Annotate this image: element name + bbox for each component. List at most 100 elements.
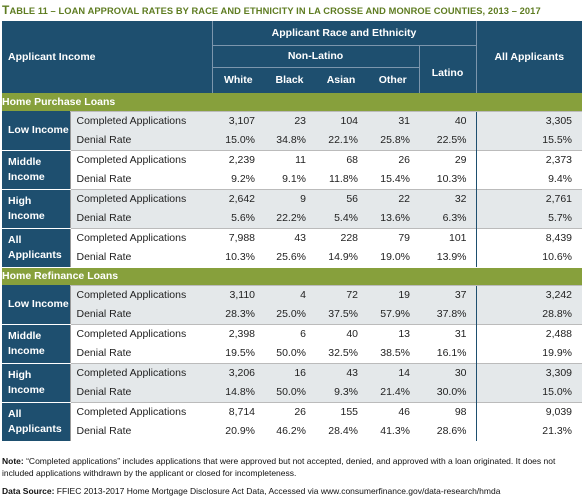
- table-cell: 20.9%: [225, 425, 256, 438]
- table-cell: 30: [419, 362, 477, 383]
- table-cell: 2,761: [475, 188, 583, 209]
- income-group-label: All Applicants: [2, 402, 70, 442]
- table-cell: 11: [264, 149, 316, 170]
- table-cell: 22.1%: [315, 130, 368, 150]
- table-cell: 28.4%: [328, 425, 359, 438]
- table-cell: 3,110: [212, 284, 265, 305]
- table-cell: 41.3%: [380, 425, 411, 438]
- table-cell: 50.0%: [276, 347, 307, 359]
- table-row: Denial Rate 28.3% 25.0% 37.5% 57.9% 37.8% 28.8…: [2, 304, 583, 324]
- table-cell: 68: [315, 149, 368, 170]
- table-cell: 101: [419, 227, 477, 248]
- table-cell: 57.9%: [367, 304, 420, 324]
- race-ethnicity-header: Applicant Race and Ethnicity: [211, 21, 477, 46]
- table-cell: 28.6%: [436, 425, 467, 438]
- table-cell: 3,242: [475, 284, 583, 305]
- table-cell: 3,206: [212, 362, 265, 383]
- table-cell: 10.3%: [225, 251, 256, 264]
- title-prefix: T: [2, 3, 10, 17]
- column-header-white: White: [211, 67, 265, 93]
- row-label: Denial Rate: [69, 130, 213, 150]
- table-cell: 155: [315, 401, 368, 422]
- table-cell: 37.8%: [419, 304, 477, 324]
- table-row: Denial Rate 19.5% 50.0% 32.5% 38.5% 16.1% 19.9…: [2, 343, 583, 363]
- section-row: Home Refinance Loans: [2, 267, 583, 285]
- table-cell: 9.2%: [231, 173, 256, 185]
- table-cell: 2,488: [475, 323, 583, 344]
- table-row: Denial Rate 9.2% 9.1% 11.8% 15.4% 10.3% 9.4%: [2, 169, 583, 189]
- column-header-black: Black: [264, 67, 316, 93]
- table-cell: 25.6%: [276, 251, 307, 264]
- table-cell: 104: [315, 110, 368, 131]
- all-applicants-header: All Applicants: [475, 21, 583, 93]
- table-cell: 23: [264, 110, 316, 131]
- table-cell: 13: [367, 323, 420, 344]
- table-cell: 19.9%: [475, 343, 583, 363]
- table-cell: 5.7%: [475, 208, 583, 228]
- row-label: Completed Applications: [69, 149, 213, 170]
- table-cell: 14.9%: [328, 251, 359, 264]
- table-cell: 21.3%: [475, 421, 583, 441]
- row-label: Denial Rate: [69, 421, 213, 441]
- table-cell: 14.8%: [212, 382, 265, 402]
- table-cell: 22: [367, 188, 420, 209]
- row-label: Completed Applications: [69, 323, 213, 344]
- income-group-label: Low Income: [2, 285, 70, 325]
- table-cell: 5.6%: [212, 208, 265, 228]
- table-cell: 6: [264, 323, 316, 344]
- income-group-label: Low Income: [2, 111, 70, 151]
- source-label: Data Source:: [2, 486, 55, 496]
- table-cell: 29: [419, 149, 477, 170]
- table-cell: 56: [315, 188, 368, 209]
- table-cell: 19.5%: [225, 347, 256, 359]
- note-text: “Completed applications” includes applic…: [2, 456, 556, 478]
- row-label: Completed Applications: [69, 188, 213, 209]
- table-row: Middle Income Completed Applications 2,239…: [2, 149, 583, 190]
- row-label: Completed Applications: [69, 227, 213, 248]
- table-cell: 9.1%: [282, 173, 307, 185]
- table-cell: 43: [264, 227, 316, 248]
- table-cell: 228: [315, 227, 368, 248]
- table-cell: 15.4%: [380, 173, 411, 185]
- row-label: Completed Applications: [69, 362, 213, 383]
- table-cell: 8,714: [212, 401, 265, 422]
- table-cell: 25.0%: [264, 304, 316, 324]
- source-text: FFIEC 2013-2017 Home Mortgage Disclosure…: [54, 486, 501, 496]
- data-source: Data Source: FFIEC 2013-2017 Home Mortga…: [2, 486, 582, 498]
- row-label: Denial Rate: [69, 247, 213, 267]
- row-label: Completed Applications: [69, 284, 213, 305]
- table-cell: 14: [367, 362, 420, 383]
- table-cell: 10.6%: [475, 247, 583, 267]
- table-cell: 50.0%: [264, 382, 316, 402]
- table-row: Denial Rate 14.8% 50.0% 9.3% 21.4% 30.0% 15.0%: [2, 382, 583, 402]
- table-cell: 9,039: [475, 401, 583, 422]
- table-cell: 43: [315, 362, 368, 383]
- table-cell: 25.8%: [367, 130, 420, 150]
- table-cell: 30.0%: [419, 382, 477, 402]
- income-group-label: Middle Income: [2, 150, 70, 190]
- table-cell: 3,309: [475, 362, 583, 383]
- table-cell: 21.4%: [367, 382, 420, 402]
- table-row: High Income Completed Applications 2,642 9 5…: [2, 188, 583, 229]
- table-cell: 38.5%: [380, 347, 411, 359]
- table-cell: 28.3%: [212, 304, 265, 324]
- table-cell: 22.5%: [419, 130, 477, 150]
- table-cell: 4: [264, 284, 316, 305]
- row-label: Denial Rate: [69, 382, 213, 402]
- table-row: All Applicants Completed Applications 7,98…: [2, 227, 583, 268]
- table-body: Home Purchase Loans Low Income Completed A…: [2, 93, 583, 442]
- table-cell: 3,305: [475, 110, 583, 131]
- table-cell: 37: [419, 284, 477, 305]
- table-cell: 16.1%: [436, 347, 467, 359]
- table-cell: 26: [367, 149, 420, 170]
- table-row: High Income Completed Applications 3,206 16…: [2, 362, 583, 403]
- section-row: Home Purchase Loans: [2, 93, 583, 111]
- note-label: Note:: [2, 456, 24, 466]
- table-cell: 32.5%: [328, 347, 359, 359]
- table-cell: 10.3%: [436, 173, 467, 185]
- table-cell: 46: [367, 401, 420, 422]
- table-cell: 9.3%: [315, 382, 368, 402]
- loan-approval-table: Applicant Income Applicant Race and Ethn…: [2, 21, 583, 442]
- table-cell: 15.0%: [212, 130, 265, 150]
- table-cell: 32: [419, 188, 477, 209]
